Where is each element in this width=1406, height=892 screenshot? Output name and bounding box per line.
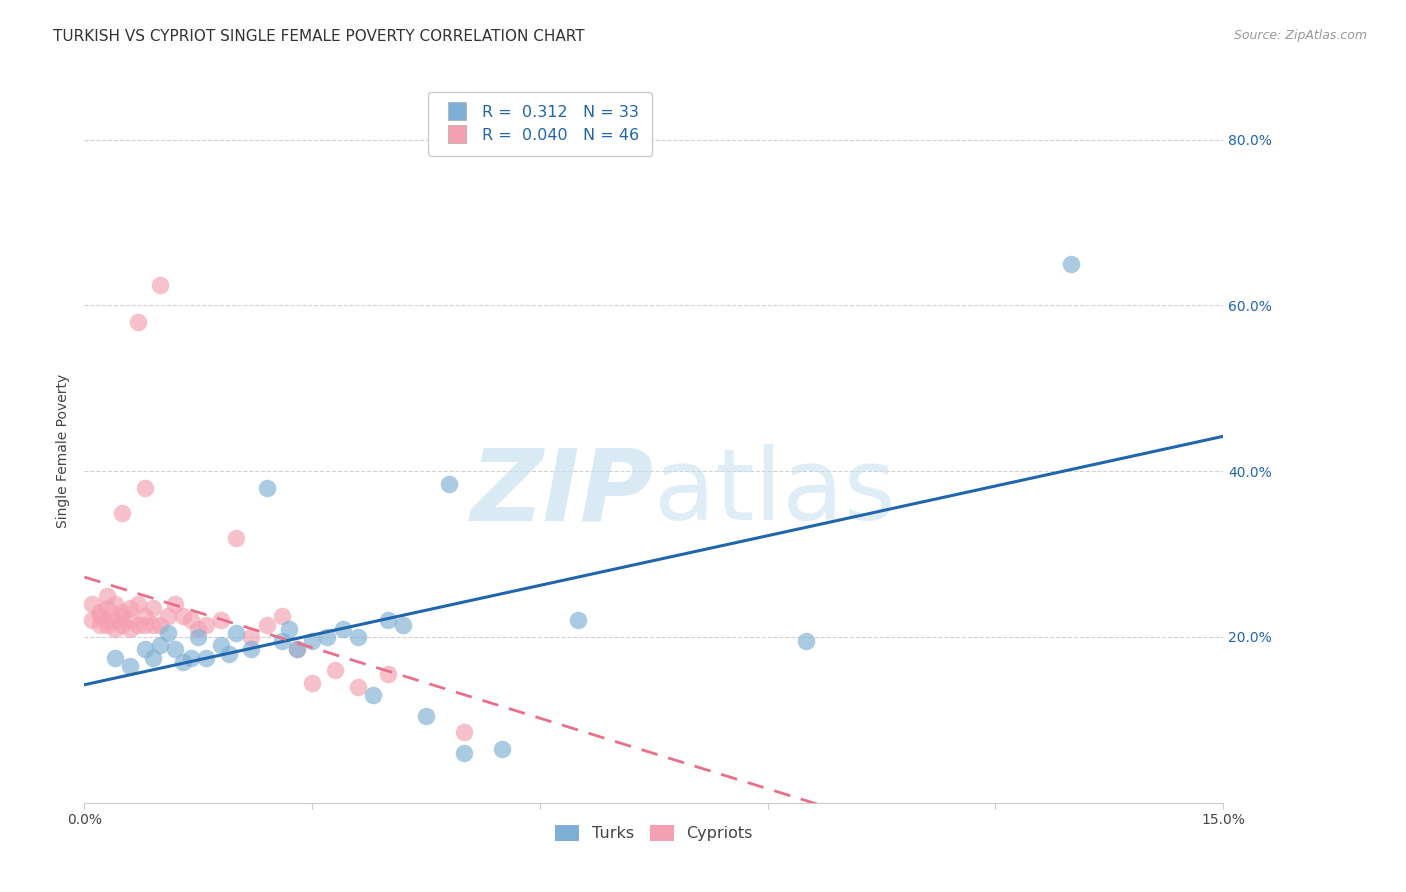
Point bbox=[96, 614, 118, 628]
Point bbox=[209, 614, 232, 628]
Point bbox=[142, 617, 165, 632]
Point bbox=[316, 630, 339, 644]
Point bbox=[127, 597, 149, 611]
Point bbox=[127, 315, 149, 329]
Point bbox=[111, 617, 134, 632]
Point bbox=[149, 638, 172, 652]
Point bbox=[392, 617, 415, 632]
Point bbox=[156, 609, 179, 624]
Point bbox=[225, 531, 247, 545]
Point bbox=[209, 638, 232, 652]
Point bbox=[346, 630, 368, 644]
Point bbox=[218, 647, 240, 661]
Point bbox=[225, 625, 247, 640]
Point bbox=[89, 617, 111, 632]
Point bbox=[111, 506, 134, 520]
Point bbox=[285, 642, 308, 657]
Point bbox=[134, 642, 156, 657]
Point bbox=[111, 605, 134, 619]
Point bbox=[142, 650, 165, 665]
Point bbox=[491, 742, 513, 756]
Point bbox=[1060, 257, 1083, 271]
Point bbox=[142, 601, 165, 615]
Point bbox=[270, 634, 292, 648]
Point bbox=[270, 609, 292, 624]
Point bbox=[89, 609, 111, 624]
Point bbox=[377, 614, 399, 628]
Point bbox=[118, 614, 141, 628]
Point bbox=[134, 481, 156, 495]
Point bbox=[89, 605, 111, 619]
Point bbox=[96, 601, 118, 615]
Point bbox=[346, 680, 368, 694]
Point bbox=[134, 609, 156, 624]
Point bbox=[278, 622, 301, 636]
Point bbox=[301, 675, 323, 690]
Point bbox=[567, 614, 589, 628]
Text: Source: ZipAtlas.com: Source: ZipAtlas.com bbox=[1233, 29, 1367, 42]
Point bbox=[301, 634, 323, 648]
Point bbox=[149, 617, 172, 632]
Point bbox=[104, 614, 127, 628]
Point bbox=[165, 642, 187, 657]
Point bbox=[453, 725, 475, 739]
Point bbox=[118, 659, 141, 673]
Y-axis label: Single Female Poverty: Single Female Poverty bbox=[56, 374, 70, 527]
Point bbox=[361, 688, 384, 702]
Text: atlas: atlas bbox=[654, 444, 896, 541]
Point bbox=[285, 642, 308, 657]
Point bbox=[96, 617, 118, 632]
Legend: Turks, Cypriots: Turks, Cypriots bbox=[548, 818, 759, 847]
Point bbox=[194, 650, 217, 665]
Point bbox=[437, 476, 460, 491]
Point bbox=[127, 617, 149, 632]
Point bbox=[104, 597, 127, 611]
Point bbox=[180, 614, 202, 628]
Point bbox=[80, 614, 103, 628]
Point bbox=[377, 667, 399, 681]
Point bbox=[111, 609, 134, 624]
Point bbox=[165, 597, 187, 611]
Point bbox=[156, 625, 179, 640]
Point bbox=[323, 663, 346, 677]
Text: ZIP: ZIP bbox=[471, 444, 654, 541]
Point bbox=[104, 622, 127, 636]
Point bbox=[80, 597, 103, 611]
Point bbox=[104, 650, 127, 665]
Point bbox=[240, 642, 263, 657]
Point bbox=[453, 746, 475, 760]
Point bbox=[332, 622, 354, 636]
Point bbox=[194, 617, 217, 632]
Point bbox=[187, 630, 209, 644]
Point bbox=[96, 589, 118, 603]
Point bbox=[180, 650, 202, 665]
Point bbox=[256, 481, 278, 495]
Text: TURKISH VS CYPRIOT SINGLE FEMALE POVERTY CORRELATION CHART: TURKISH VS CYPRIOT SINGLE FEMALE POVERTY… bbox=[53, 29, 585, 44]
Point bbox=[118, 622, 141, 636]
Point bbox=[134, 617, 156, 632]
Point bbox=[172, 609, 194, 624]
Point bbox=[240, 630, 263, 644]
Point bbox=[794, 634, 817, 648]
Point bbox=[187, 622, 209, 636]
Point bbox=[172, 655, 194, 669]
Point bbox=[149, 277, 172, 292]
Point bbox=[415, 708, 437, 723]
Point bbox=[256, 617, 278, 632]
Point bbox=[118, 601, 141, 615]
